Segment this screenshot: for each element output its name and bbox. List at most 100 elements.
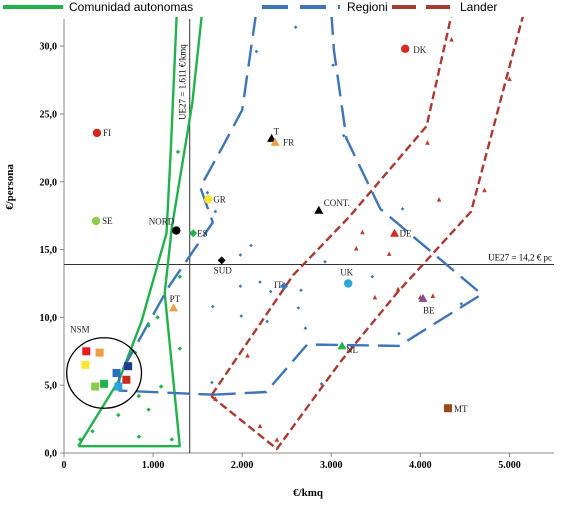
it-region-point xyxy=(254,49,259,54)
y-tick-label: 10,0 xyxy=(40,313,58,324)
es-region-point xyxy=(136,393,142,399)
nsm-point xyxy=(100,379,109,388)
x-tick-label: 4.000 xyxy=(409,460,432,471)
es-region-point xyxy=(90,429,95,434)
outline-group xyxy=(77,17,525,451)
country-label: FR xyxy=(283,137,294,147)
es-region-point xyxy=(116,412,121,418)
it-region-point xyxy=(238,253,243,257)
es-region-point xyxy=(155,315,160,320)
legend: Comunidad autonomas Regioni Lander xyxy=(3,0,497,14)
x-tick-label: 5.000 xyxy=(498,460,521,471)
it-region-point xyxy=(265,319,269,324)
es-region-point xyxy=(146,323,151,328)
de-outline xyxy=(210,17,525,451)
it-region-point xyxy=(239,314,244,318)
nsm-point xyxy=(114,382,123,391)
es-region-point xyxy=(169,437,174,442)
es-region-point xyxy=(77,437,83,442)
x-tick-label: 2.000 xyxy=(231,460,254,471)
country-point xyxy=(337,341,347,350)
de-region-point xyxy=(436,197,442,202)
nsm-point xyxy=(124,362,133,371)
it-outline xyxy=(117,17,483,396)
es-region-point xyxy=(146,407,151,412)
country-point xyxy=(344,279,353,288)
legend-entry-regioni: Regioni xyxy=(262,0,388,14)
it-region-point xyxy=(323,259,327,264)
it-region-point xyxy=(205,190,210,195)
de-region-point xyxy=(353,245,359,251)
country-point xyxy=(91,216,101,226)
it-region-point xyxy=(268,289,273,294)
y-tick-label: 0,0 xyxy=(45,449,58,460)
country-label: CONT. xyxy=(324,198,350,208)
it-region-point xyxy=(341,133,346,138)
y-tick-label: 20,0 xyxy=(40,177,58,188)
it-region-point xyxy=(213,209,218,214)
de-region-point xyxy=(482,187,487,193)
y-tick-label: 25,0 xyxy=(40,109,58,120)
es-region-point xyxy=(177,274,183,279)
x-tick-label: 0 xyxy=(62,460,67,471)
legend-entry-comunidad: Comunidad autonomas xyxy=(3,0,193,14)
country-point xyxy=(280,282,289,291)
de-region-point xyxy=(449,37,454,42)
legend-entry-lander: Lander xyxy=(392,0,497,14)
country-point xyxy=(401,44,410,54)
de-region-point xyxy=(425,140,430,145)
country-point xyxy=(418,293,428,302)
country-label: DE xyxy=(400,228,412,238)
country-label: PT xyxy=(170,294,181,304)
it-region-point xyxy=(397,331,401,336)
country-label: MT xyxy=(454,404,468,414)
reference-label-vertical: UE27 = 1.611 €/kmq xyxy=(178,44,188,120)
country-point xyxy=(314,205,324,214)
y-tick-label: 15,0 xyxy=(40,245,58,256)
de-region-point xyxy=(213,396,218,402)
legend-label-comunidad: Comunidad autonomas xyxy=(69,0,193,14)
nsm-point xyxy=(112,368,121,377)
de-region-point xyxy=(395,286,401,292)
it-region-point xyxy=(210,304,215,309)
country-point xyxy=(390,228,400,237)
country-point xyxy=(189,229,198,238)
it-region-point xyxy=(258,280,262,284)
de-region-point xyxy=(507,76,512,81)
country-point xyxy=(443,404,452,413)
y-tick-label: 30,0 xyxy=(40,42,58,53)
it-region-point xyxy=(303,326,308,331)
it-region-point xyxy=(331,63,335,67)
nsm-point xyxy=(81,360,90,369)
x-axis-title: €/kmq xyxy=(293,487,324,499)
nsm-ellipse xyxy=(66,337,143,409)
it-region-point xyxy=(459,302,464,306)
es-region-point xyxy=(136,434,142,439)
country-point xyxy=(92,128,102,138)
reference-label-horizontal: UE27 = 14,2 € pc xyxy=(488,252,552,262)
country-point xyxy=(267,133,277,142)
country-label: DK xyxy=(413,45,426,55)
it-region-point xyxy=(238,284,243,288)
de-region-point xyxy=(245,353,250,358)
x-tick-label: 1.000 xyxy=(142,460,165,471)
country-label: IT xyxy=(274,280,283,290)
it-region-point xyxy=(370,274,375,279)
de-region-point xyxy=(386,251,392,256)
country-label: T xyxy=(274,126,280,136)
country-label: NL xyxy=(346,345,358,355)
country-point xyxy=(169,303,179,312)
it-region-point xyxy=(296,306,301,310)
y-axis-title: €/persona xyxy=(4,164,16,210)
nsm-label: NSM xyxy=(70,325,90,335)
country-label: SUD xyxy=(214,265,233,275)
it-region-point xyxy=(293,25,298,29)
it-region-point xyxy=(319,382,324,386)
de-region-point xyxy=(360,229,365,235)
es-region-point xyxy=(158,384,164,389)
x-tick-label: 3.000 xyxy=(320,460,343,471)
it-region-point xyxy=(249,243,253,248)
plot-area: 0,0 5,0 10,0 15,0 20,0 25,0 30,0 0 1.000 2.000 3.0… xyxy=(40,17,554,471)
country-label: NORD xyxy=(149,217,175,227)
